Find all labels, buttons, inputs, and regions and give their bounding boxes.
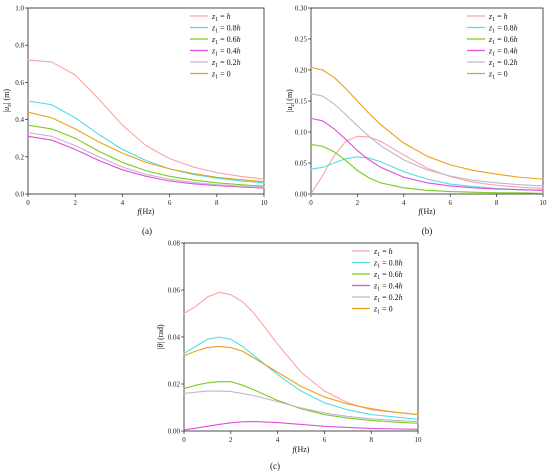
y-tick-label: 0.8 xyxy=(15,42,24,50)
y-tick-label: 0.20 xyxy=(295,67,308,75)
legend-entry: z1 = 0.8h xyxy=(488,24,518,35)
chart-panel-2: 0 2 4 6 8 10 0.00 0.05 0.10 0.15 0.20 0.25 0.30 f(Hz)… xyxy=(285,5,547,237)
series-line-4 xyxy=(183,421,419,431)
x-tick-label: 2 xyxy=(73,199,77,207)
legend-entry: z1 = 0 xyxy=(211,70,231,81)
legend-entry: z1 = 0.6h xyxy=(373,270,403,281)
legend-entry: z1 = 0.6h xyxy=(211,35,241,46)
y-tick-label: 0.25 xyxy=(295,36,308,44)
legend-entry: z1 = 0.2h xyxy=(373,293,403,304)
legend-entry: z1 = 0.8h xyxy=(211,24,241,35)
legend-entry: z1 = 0.2h xyxy=(488,58,518,69)
legend-entry: z1 = h xyxy=(488,12,508,23)
legend-entry: z1 = 0.4h xyxy=(373,282,403,293)
x-tick-label: 10 xyxy=(540,199,548,207)
x-tick-label: 0 xyxy=(26,199,30,207)
x-axis-label: f(Hz) xyxy=(293,445,310,454)
series-line-4 xyxy=(27,135,265,189)
x-tick-label: 4 xyxy=(276,436,280,444)
legend-entry: z1 = 0.4h xyxy=(488,47,518,58)
y-tick-label: 0.30 xyxy=(295,5,308,13)
series-line-5 xyxy=(183,390,419,423)
series-line-1 xyxy=(310,135,544,195)
series-line-6 xyxy=(310,66,544,180)
x-tick-label: 10 xyxy=(415,436,423,444)
y-tick-label: 0.05 xyxy=(295,160,308,168)
series-line-4 xyxy=(310,117,544,191)
y-tick-label: 0.00 xyxy=(168,428,181,436)
series-line-1 xyxy=(183,291,419,416)
y-tick-label: 0.02 xyxy=(168,381,181,389)
series-line-3 xyxy=(183,381,419,424)
series-line-5 xyxy=(310,93,544,187)
series-line-5 xyxy=(27,132,265,188)
x-tick-label: 0 xyxy=(309,199,313,207)
panel-label: (b) xyxy=(422,226,433,236)
y-tick-label: 0.2 xyxy=(15,153,24,161)
series-line-3 xyxy=(27,124,265,187)
y-tick-label: 0.15 xyxy=(295,98,308,106)
y-axis-label: |uz| (m) xyxy=(285,89,296,113)
x-tick-label: 4 xyxy=(402,199,406,207)
y-tick-label: 0.06 xyxy=(168,287,181,295)
x-tick-label: 8 xyxy=(369,436,373,444)
y-tick-label: 0.4 xyxy=(15,116,24,124)
y-axis-label: |ux| (m) xyxy=(2,89,13,113)
legend-entry: z1 = 0.6h xyxy=(488,35,518,46)
panel-label: (c) xyxy=(270,461,280,471)
x-tick-label: 4 xyxy=(121,199,125,207)
legend-entry: z1 = 0.4h xyxy=(211,47,241,58)
y-tick-label: 0.00 xyxy=(295,191,308,199)
legend-entry: z1 = 0 xyxy=(488,70,508,81)
series-line-2 xyxy=(27,100,265,184)
series-line-3 xyxy=(310,143,544,194)
legend-entry: z1 = h xyxy=(211,12,231,23)
x-tick-label: 2 xyxy=(229,436,233,444)
y-tick-label: 0.6 xyxy=(15,79,24,87)
panel-label: (a) xyxy=(142,226,152,236)
x-axis-label: f(Hz) xyxy=(419,207,436,216)
x-tick-label: 6 xyxy=(168,199,172,207)
legend-entry: z1 = h xyxy=(373,247,393,258)
chart-panel-3: 0 2 4 6 8 10 0.00 0.02 0.04 0.06 0.08 f(Hz) |θ| (rad… xyxy=(156,240,422,472)
x-tick-label: 10 xyxy=(261,199,269,207)
y-tick-label: 0.10 xyxy=(295,129,308,137)
y-tick-label: 0.08 xyxy=(168,240,181,248)
x-tick-label: 8 xyxy=(495,199,499,207)
y-tick-label: 1.0 xyxy=(15,5,24,13)
series-line-1 xyxy=(27,59,265,180)
chart-panel-1: 0 2 4 6 8 10 0.0 0.2 0.4 0.6 0.8 1.0 f(Hz) |ux| (m) z1… xyxy=(2,5,268,237)
legend-entry: z1 = 0.2h xyxy=(211,58,241,69)
series-line-2 xyxy=(183,336,419,420)
x-tick-label: 8 xyxy=(215,199,219,207)
x-tick-label: 0 xyxy=(182,436,186,444)
x-tick-label: 6 xyxy=(448,199,452,207)
series-line-6 xyxy=(183,345,419,416)
x-axis-label: f(Hz) xyxy=(138,207,155,216)
x-tick-label: 2 xyxy=(356,199,360,207)
x-tick-label: 6 xyxy=(323,436,327,444)
y-tick-label: 0.04 xyxy=(168,334,181,342)
y-axis-label: |θ| (rad) xyxy=(156,324,165,350)
series-line-6 xyxy=(27,111,265,183)
legend-entry: z1 = 0 xyxy=(373,305,393,316)
series-line-2 xyxy=(310,156,544,191)
y-tick-label: 0.0 xyxy=(15,191,24,199)
legend-entry: z1 = 0.8h xyxy=(373,259,403,270)
